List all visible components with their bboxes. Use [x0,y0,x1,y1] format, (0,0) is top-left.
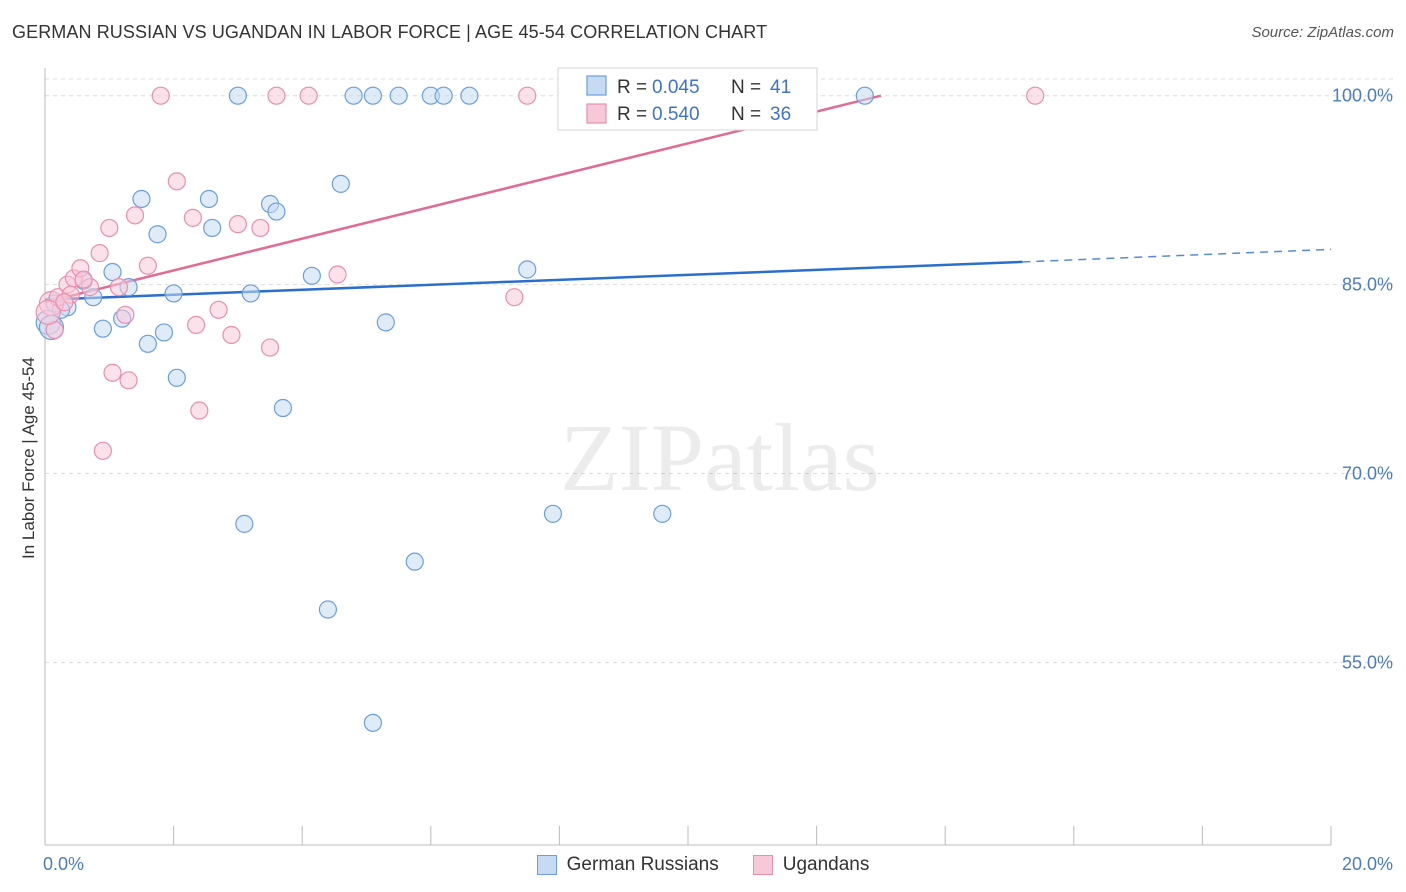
data-point-german-russians [543,504,563,523]
x-tick-labels: 0.0% 20.0% [43,854,1393,874]
data-point-ugandans [518,86,537,105]
data-point-german-russians [389,86,408,105]
data-point-ugandans [90,244,109,263]
legend-r-label-2: R = [617,104,647,125]
data-point-ugandans [209,300,228,319]
data-point-german-russians [148,225,167,244]
data-point-german-russians [653,504,672,523]
data-point-ugandans [74,270,93,289]
axes [44,68,1332,846]
legend-n-label-2: N = [731,104,761,125]
data-point-german-russians [164,284,183,303]
bottom-legend: German Russians Ugandans [0,852,1406,878]
legend-item-ugandans: Ugandans [752,852,870,878]
data-point-ugandans [328,265,347,284]
data-point-ugandans [109,278,129,297]
data-point-ugandans [228,215,247,234]
data-point-german-russians [267,202,286,221]
data-point-german-russians [855,86,874,105]
data-point-ugandans [505,288,524,307]
data-point-ugandans [116,305,135,324]
legend-label-ugandans: Ugandans [782,854,870,875]
data-point-german-russians [138,334,157,353]
x-tick-label-max: 20.0% [1342,854,1393,874]
data-point-german-russians [228,86,247,105]
data-point-german-russians [376,313,395,332]
data-points [35,86,1045,732]
data-point-german-russians [363,86,383,105]
trend-line-0 [44,260,1023,301]
data-point-ugandans [190,401,209,420]
data-point-german-russians [318,600,338,619]
chart-source: Source: ZipAtlas.com [1251,24,1394,41]
legend-label-german-russians: German Russians [566,854,719,875]
legend-n-value-2: 36 [770,104,791,125]
legend-swatch-blue [536,855,557,875]
y-axis-label: In Labor Force | Age 45-54 [19,357,38,559]
y-tick-labels: 100.0% 85.0% 70.0% 55.0% [1332,86,1393,673]
data-point-ugandans [103,363,122,382]
data-point-german-russians [154,323,174,342]
data-point-ugandans [138,256,157,275]
legend-n-label-1: N = [731,77,761,98]
data-point-ugandans [1026,86,1045,105]
watermark: ZIPatlas [560,404,880,511]
data-point-ugandans [267,86,286,105]
legend-r-value-1: 0.045 [652,77,700,98]
data-point-ugandans [251,218,270,238]
data-point-german-russians [434,86,453,105]
y-tick-label: 100.0% [1332,86,1393,106]
legend-swatch-german-russians [586,75,607,96]
legend-r-label-1: R = [617,77,647,98]
data-point-ugandans [119,371,138,390]
data-point-ugandans [35,299,61,325]
x-tick-label-min: 0.0% [43,854,84,874]
data-point-ugandans [222,325,241,345]
data-point-ugandans [93,441,112,460]
y-tick-label: 55.0% [1342,652,1393,672]
legend-swatch-ugandans [586,103,607,124]
legend-r-value-2: 0.540 [652,104,700,125]
y-tick-label: 70.0% [1342,464,1393,484]
legend-item-german-russians: German Russians [536,852,719,878]
data-point-german-russians [132,189,151,209]
data-point-ugandans [183,208,202,227]
data-point-german-russians [405,552,424,571]
data-point-ugandans [100,218,119,238]
data-point-german-russians [460,86,479,105]
data-point-ugandans [260,338,280,357]
data-point-german-russians [203,218,222,238]
data-point-ugandans [299,86,318,105]
gridlines [45,78,1395,663]
data-point-ugandans [151,86,170,105]
data-point-german-russians [199,189,219,209]
trend-extension-0 [1022,248,1332,263]
data-point-german-russians [103,262,122,282]
data-point-german-russians [273,398,293,418]
data-point-german-russians [167,368,186,387]
data-point-german-russians [241,284,260,303]
data-point-german-russians [363,713,383,732]
data-point-german-russians [518,260,537,279]
data-point-german-russians [302,266,321,285]
chart-title: GERMAN RUSSIAN VS UGANDAN IN LABOR FORCE… [12,22,768,42]
data-point-ugandans [55,293,74,312]
legend-n-value-1: 41 [770,77,791,98]
legend-swatch-pink [752,855,773,875]
data-point-german-russians [235,514,254,533]
data-point-ugandans [125,206,145,225]
data-point-ugandans [167,172,186,191]
data-point-german-russians [93,319,112,338]
data-point-ugandans [187,315,206,335]
y-tick-label: 85.0% [1342,275,1393,295]
top-legend: R = 0.045 N = 41 R = 0.540 N = 36 [557,67,818,131]
data-point-german-russians [331,174,350,193]
data-point-german-russians [344,86,363,105]
